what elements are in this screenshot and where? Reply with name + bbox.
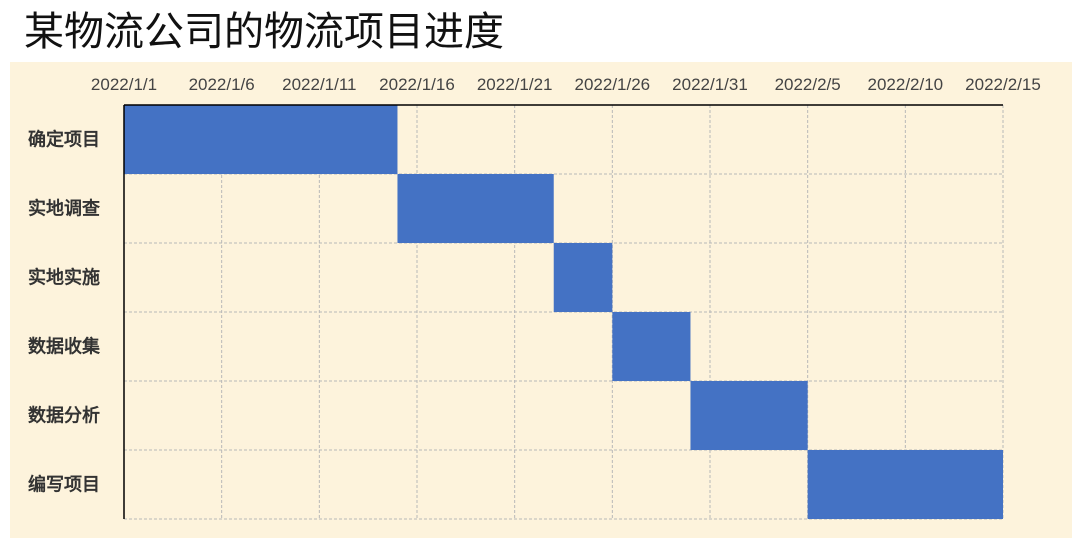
category-label: 数据收集 [28, 336, 101, 358]
x-tick-label: 2022/2/15 [965, 75, 1041, 94]
x-tick-label: 2022/2/10 [868, 75, 944, 94]
x-tick-label: 2022/1/31 [672, 75, 748, 94]
x-tick-label: 2022/1/1 [91, 75, 157, 94]
x-tick-label: 2022/1/16 [379, 75, 455, 94]
category-label: 实地实施 [28, 267, 100, 289]
category-label: 数据分析 [28, 405, 100, 427]
category-label: 实地调查 [28, 198, 100, 220]
chart-title: 某物流公司的物流项目进度 [24, 9, 504, 55]
gantt-bar [690, 381, 808, 450]
gantt-bar [807, 450, 1003, 519]
x-tick-label: 2022/1/11 [282, 75, 356, 94]
gantt-bar [553, 243, 613, 312]
x-tick-label: 2022/2/5 [775, 75, 841, 94]
x-tick-label: 2022/1/21 [477, 75, 553, 94]
gantt-bar [612, 312, 691, 381]
x-tick-label: 2022/1/6 [189, 75, 255, 94]
gantt-bar [124, 105, 398, 174]
x-tick-label: 2022/1/26 [575, 75, 651, 94]
category-label: 编写项目 [28, 474, 100, 496]
category-label: 确定项目 [28, 129, 100, 151]
gantt-bar [397, 174, 554, 243]
